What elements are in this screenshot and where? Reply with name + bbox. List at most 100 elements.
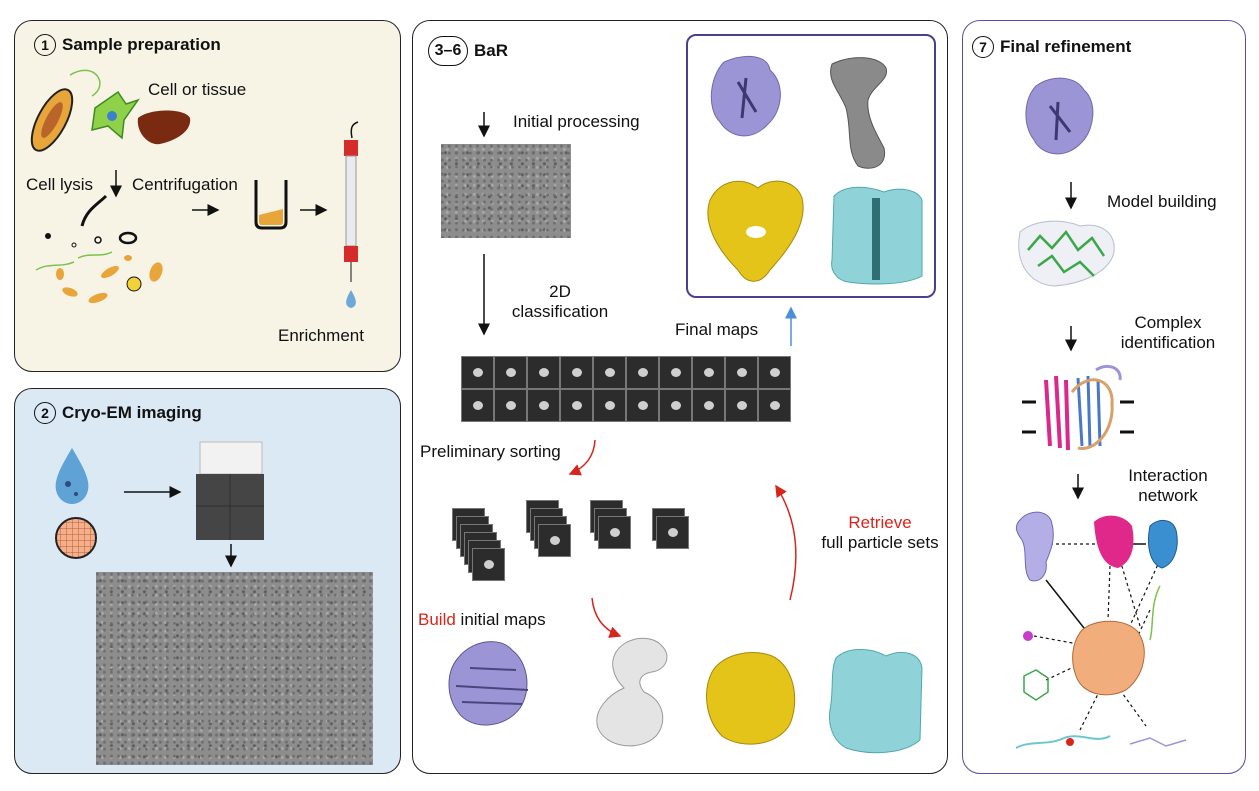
class-average-thumbnail — [560, 389, 593, 422]
step-number-3-6: 3–6 — [428, 36, 468, 66]
stacked-particle-image — [538, 524, 571, 557]
preliminary-sorting-arrow — [568, 439, 596, 476]
class-average-thumbnail — [560, 356, 593, 389]
final-map-purple — [710, 55, 781, 137]
final-refinement-title-text: Final refinement — [1000, 37, 1132, 56]
initial-map-purple — [448, 641, 529, 726]
particle-blob — [671, 401, 681, 410]
initial-micrograph — [441, 144, 571, 238]
class-average-thumbnail — [593, 389, 626, 422]
particle-blob — [638, 368, 648, 377]
bacterium-icon — [30, 69, 101, 152]
final-map-gray — [830, 57, 888, 169]
centrifugation-label: Centrifugation — [132, 175, 238, 194]
class-average-thumbnail — [494, 389, 527, 422]
class-average-thumbnail — [626, 389, 659, 422]
sample-preparation-title: 1 Sample preparation — [34, 34, 221, 56]
lysate-debris-icon — [35, 194, 163, 304]
particle-blob — [473, 401, 483, 410]
cryo-em-micrograph — [96, 572, 373, 765]
particle-blob — [473, 368, 483, 377]
cell-icon — [91, 90, 140, 140]
particle-blob — [484, 560, 494, 569]
complex-identification-line1: Complex — [1134, 313, 1202, 332]
build-arrow — [591, 597, 622, 638]
bar-title: 3–6 BaR — [428, 36, 508, 66]
final-maps-box — [686, 34, 936, 298]
membrane-complex-icon — [1022, 364, 1134, 451]
step-number-1: 1 — [34, 34, 56, 56]
initial-map-yellow — [706, 652, 796, 745]
initial-map-gray — [596, 637, 668, 747]
particle-blob — [704, 401, 714, 410]
class-average-thumbnail — [593, 356, 626, 389]
particle-blob — [539, 368, 549, 377]
particle-blob — [610, 528, 620, 537]
preliminary-sorting-label: Preliminary sorting — [420, 442, 561, 461]
particle-blob — [506, 368, 516, 377]
cell-lysis-label: Cell lysis — [26, 175, 94, 194]
stacked-particle-image — [656, 516, 689, 549]
tissue-liver-icon — [137, 110, 191, 145]
build-label: Build — [418, 610, 456, 629]
stacked-particle-image — [472, 548, 505, 581]
initial-maps-label: initial maps — [455, 610, 546, 629]
class-average-thumbnail — [692, 356, 725, 389]
final-refinement-title: 7 Final refinement — [972, 36, 1131, 58]
particle-blob — [605, 368, 615, 377]
final-maps-label: Final maps — [675, 320, 759, 339]
class-average-thumbnail — [461, 356, 494, 389]
class-average-thumbnail — [758, 356, 791, 389]
chromatography-column-icon — [344, 121, 359, 308]
classification-2d-label: 2D classification — [500, 282, 620, 322]
step-number-2: 2 — [34, 402, 56, 424]
class-average-thumbnail — [461, 389, 494, 422]
build-initial-maps-label: Build initial maps — [418, 610, 546, 630]
interaction-network-diagram — [1015, 511, 1187, 749]
sample-preparation-panel — [14, 20, 401, 372]
cryo-em-microscope-icon — [196, 441, 264, 540]
class-average-thumbnail — [725, 389, 758, 422]
class-average-thumbnail — [692, 389, 725, 422]
interaction-network-label: Interaction network — [1108, 466, 1228, 506]
complex-identification-label: Complex identification — [1108, 313, 1228, 353]
particle-blob — [572, 368, 582, 377]
enrichment-label: Enrichment — [278, 326, 364, 345]
em-grid-icon — [55, 517, 97, 559]
class-average-thumbnail — [626, 356, 659, 389]
classification-2d-line1: 2D — [549, 282, 571, 301]
interaction-network-line1: Interaction — [1128, 466, 1208, 485]
class-average-thumbnail — [494, 356, 527, 389]
particle-blob — [704, 368, 714, 377]
cryo-em-imaging-title: 2 Cryo-EM imaging — [34, 402, 202, 424]
particle-blob — [550, 536, 560, 545]
class-average-thumbnail — [527, 389, 560, 422]
atomic-model-icon — [1018, 220, 1115, 287]
cell-or-tissue-label: Cell or tissue — [148, 80, 247, 99]
retrieve-label-block: Retrieve full particle sets — [800, 513, 960, 553]
particle-blob — [506, 401, 516, 410]
particle-blob — [671, 368, 681, 377]
initial-processing-label: Initial processing — [513, 112, 640, 131]
complex-identification-line2: identification — [1120, 333, 1216, 352]
final-map-cyan — [831, 186, 923, 285]
particle-blob — [638, 401, 648, 410]
particle-blob — [668, 528, 678, 537]
final-map-yellow — [707, 180, 804, 282]
classification-2d-line2: classification — [511, 302, 609, 321]
cryo-em-imaging-title-text: Cryo-EM imaging — [62, 403, 202, 422]
particle-blob — [737, 401, 747, 410]
bar-title-text: BaR — [474, 41, 509, 60]
particle-blob — [770, 401, 780, 410]
step-number-7: 7 — [972, 36, 994, 58]
particle-blob — [539, 401, 549, 410]
sample-drop-icon — [55, 448, 89, 504]
sample-preparation-title-text: Sample preparation — [62, 35, 221, 54]
class-average-thumbnail — [725, 356, 758, 389]
full-particle-sets-label: full particle sets — [821, 533, 939, 552]
particle-blob — [770, 368, 780, 377]
class-average-thumbnail — [758, 389, 791, 422]
class-average-thumbnail — [527, 356, 560, 389]
initial-map-cyan — [829, 649, 923, 754]
interaction-network-line2: network — [1138, 486, 1198, 505]
